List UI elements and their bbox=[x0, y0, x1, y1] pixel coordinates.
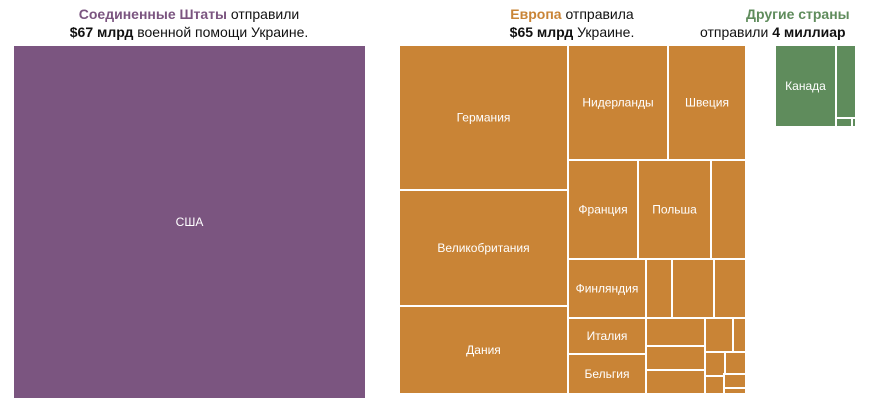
treemap-cell-label: Германия bbox=[457, 111, 511, 125]
treemap-cell-label: Польша bbox=[652, 203, 697, 217]
other-caption-highlight: Другие страны bbox=[746, 6, 850, 22]
treemap-cell bbox=[774, 44, 837, 128]
treemap-cell bbox=[724, 351, 747, 375]
treemap-cell bbox=[645, 369, 706, 395]
treemap-cell bbox=[713, 258, 747, 319]
europe-caption-line2: $65 млрд Украине. bbox=[398, 23, 746, 41]
treemap-cell bbox=[732, 317, 747, 353]
usa-caption-amount: $67 млрд bbox=[69, 24, 134, 40]
treemap-cell bbox=[567, 159, 639, 260]
europe-caption-line1: Европа отправила bbox=[398, 5, 746, 23]
treemap-cell bbox=[704, 351, 726, 377]
other-caption-plain: отправили bbox=[700, 24, 773, 40]
treemap-cell-label: Канада bbox=[785, 79, 826, 93]
treemap-group-other: Канада bbox=[774, 44, 857, 128]
usa-caption: Соединенные Штаты отправили $67 млрд вое… bbox=[0, 5, 378, 41]
treemap-cell bbox=[723, 387, 747, 395]
treemap-cell bbox=[671, 258, 715, 319]
treemap-cell bbox=[567, 353, 647, 395]
treemap-cell bbox=[723, 373, 747, 389]
usa-caption-rest2: военной помощи Украине. bbox=[133, 24, 309, 40]
treemap-group-usa: США bbox=[12, 44, 367, 400]
treemap-cell-label: Италия bbox=[587, 329, 628, 343]
europe-caption-amount: $65 млрд bbox=[509, 24, 574, 40]
usa-caption-rest1: отправили bbox=[227, 6, 300, 22]
treemap-cell-label: Дания bbox=[466, 343, 501, 357]
treemap-cell bbox=[12, 44, 367, 400]
treemap-cell bbox=[645, 258, 673, 319]
treemap-cell-label: Франция bbox=[578, 203, 627, 217]
treemap-cell-label: Бельгия bbox=[585, 367, 630, 381]
treemap-cell-label: Финляндия bbox=[576, 282, 639, 296]
europe-caption: Европа отправила $65 млрд Украине. bbox=[398, 5, 746, 41]
other-caption: Другие страны отправили 4 миллиар bbox=[700, 5, 869, 41]
treemap-cell bbox=[835, 117, 853, 128]
treemap-cell-label: США bbox=[176, 215, 204, 229]
treemap-cell bbox=[667, 44, 747, 161]
europe-caption-highlight: Европа bbox=[510, 6, 562, 22]
treemap-cell-label: Великобритания bbox=[437, 241, 529, 255]
usa-caption-line1: Соединенные Штаты отправили bbox=[0, 5, 378, 23]
treemap-cell-label: Швеция bbox=[685, 96, 729, 110]
treemap-cell bbox=[710, 159, 747, 260]
usa-caption-highlight: Соединенные Штаты bbox=[78, 6, 228, 22]
treemap-cell bbox=[567, 258, 647, 319]
europe-caption-rest2: Украине. bbox=[573, 24, 635, 40]
treemap-group-europe: Германия Великобритания Дания Нидерланды Шве… bbox=[398, 44, 747, 395]
treemap-cell bbox=[567, 317, 647, 355]
treemap-cell bbox=[398, 44, 569, 191]
treemap-cell-label: Нидерланды bbox=[582, 96, 653, 110]
treemap-cell bbox=[567, 44, 669, 161]
other-caption-line2: отправили 4 миллиар bbox=[700, 23, 869, 41]
usa-caption-line2: $67 млрд военной помощи Украине. bbox=[0, 23, 378, 41]
treemap-cell bbox=[645, 317, 706, 347]
europe-caption-rest1: отправила bbox=[561, 6, 634, 22]
treemap-cell bbox=[835, 44, 857, 119]
other-caption-amount: 4 миллиар bbox=[772, 24, 846, 40]
treemap-cell bbox=[704, 375, 725, 395]
treemap-cell bbox=[851, 117, 857, 128]
treemap-cell bbox=[704, 317, 734, 353]
treemap-cell bbox=[645, 345, 706, 371]
